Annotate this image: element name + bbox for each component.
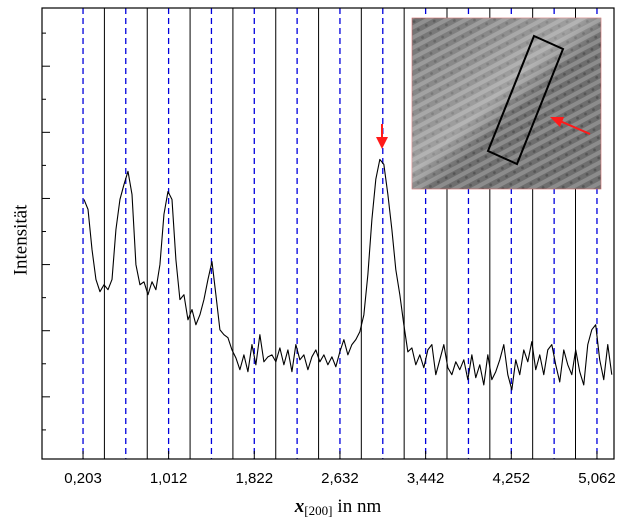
y-axis-label: Intensität xyxy=(10,204,31,275)
x-tick-label: 0,203 xyxy=(64,470,102,487)
x-tick-label: 4,252 xyxy=(493,470,531,487)
x-label-subscript: [200] xyxy=(304,503,332,518)
x-tick-label: 2,632 xyxy=(321,470,359,487)
x-tick-label: 1,822 xyxy=(236,470,274,487)
inset-arrow-head xyxy=(550,117,564,127)
intensity-line xyxy=(83,158,613,391)
peak-arrow-head xyxy=(376,137,388,149)
x-tick-label: 1,012 xyxy=(150,470,188,487)
x-label-unit: in nm xyxy=(337,496,381,517)
x-label-symbol: x xyxy=(294,496,305,517)
peak-arrow xyxy=(376,124,388,149)
inset-box xyxy=(486,34,565,166)
inset-arrow xyxy=(559,120,591,135)
x-axis-label: x[200] in nm xyxy=(294,496,382,518)
plot-frame xyxy=(41,7,615,460)
plot-area xyxy=(42,32,613,459)
x-tick-label: 3,442 xyxy=(407,470,445,487)
x-tick-label: 5,062 xyxy=(578,470,616,487)
inset-image xyxy=(411,17,602,190)
